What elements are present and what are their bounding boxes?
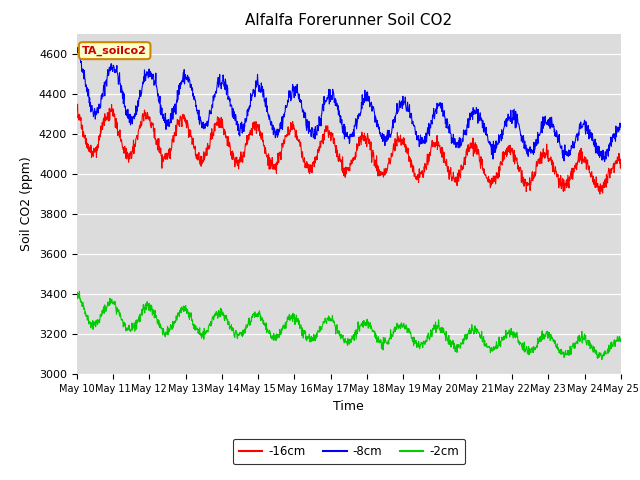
Line: -8cm: -8cm xyxy=(77,48,621,162)
-16cm xyxy=(181,119,189,124)
-2cm xyxy=(73,290,81,296)
-2cm xyxy=(434,326,442,332)
Title: Alfalfa Forerunner Soil CO2: Alfalfa Forerunner Soil CO2 xyxy=(245,13,452,28)
-8cm xyxy=(617,123,625,129)
-2cm xyxy=(505,330,513,336)
-8cm xyxy=(553,128,561,133)
-8cm xyxy=(434,106,442,111)
-8cm xyxy=(505,116,513,122)
-8cm xyxy=(181,74,189,80)
Legend: -16cm, -8cm, -2cm: -16cm, -8cm, -2cm xyxy=(232,439,465,464)
-2cm xyxy=(181,308,189,313)
-2cm xyxy=(195,330,202,336)
-16cm xyxy=(74,101,81,107)
-8cm xyxy=(195,110,202,116)
-16cm xyxy=(617,159,625,165)
Y-axis label: Soil CO2 (ppm): Soil CO2 (ppm) xyxy=(20,156,33,252)
-2cm xyxy=(598,357,605,362)
-16cm xyxy=(553,170,561,176)
-2cm xyxy=(76,288,83,294)
-2cm xyxy=(617,335,625,341)
-16cm xyxy=(73,108,81,113)
-8cm xyxy=(255,89,263,95)
-16cm xyxy=(255,128,263,134)
Line: -2cm: -2cm xyxy=(77,291,621,360)
-16cm xyxy=(434,146,442,152)
X-axis label: Time: Time xyxy=(333,400,364,413)
-16cm xyxy=(596,191,604,197)
-8cm xyxy=(74,45,82,50)
-16cm xyxy=(505,148,513,154)
Text: TA_soilco2: TA_soilco2 xyxy=(82,46,147,56)
-16cm xyxy=(195,153,202,158)
-2cm xyxy=(553,345,561,351)
-2cm xyxy=(255,312,263,317)
-8cm xyxy=(601,159,609,165)
-8cm xyxy=(73,47,81,53)
Line: -16cm: -16cm xyxy=(77,104,621,194)
